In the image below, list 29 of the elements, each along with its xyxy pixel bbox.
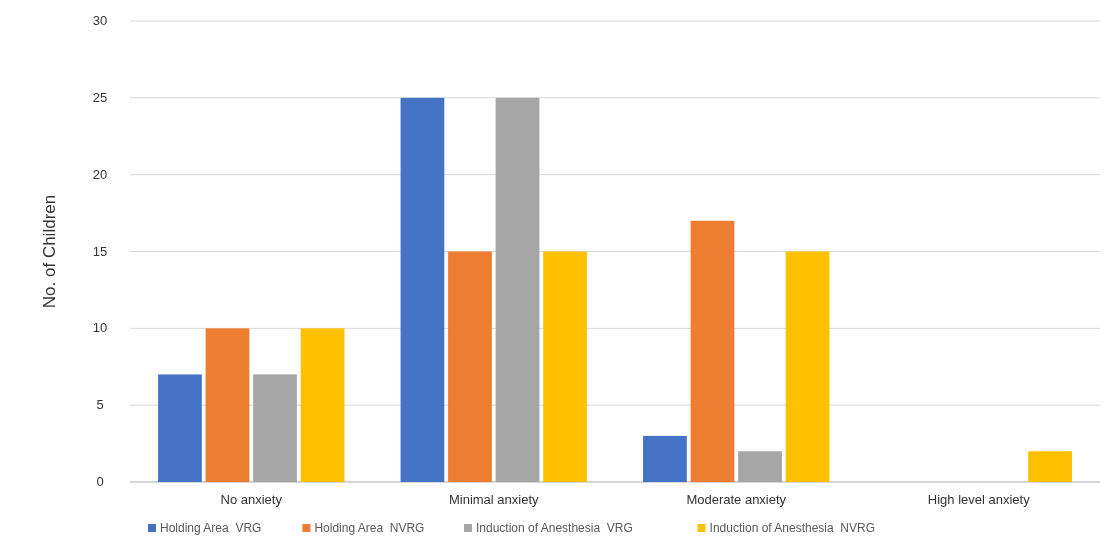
bar <box>1028 451 1072 482</box>
bar <box>543 251 587 482</box>
y-tick-label: 20 <box>92 166 108 182</box>
legend-label: Induction of Anesthesia VRG <box>476 521 633 535</box>
bar <box>690 220 735 482</box>
y-tick-label: 25 <box>92 89 108 105</box>
bar <box>643 435 687 482</box>
y-tick-label: 15 <box>92 243 108 259</box>
y-tick-label: 5 <box>96 397 104 413</box>
legend-label: Holding Area VRG <box>160 521 262 535</box>
y-tick-label: 10 <box>92 320 108 336</box>
bar <box>300 328 345 482</box>
x-tick-label: High level anxiety <box>927 492 1031 507</box>
x-tick-label: Minimal anxiety <box>448 492 540 507</box>
x-tick-label: No anxiety <box>220 492 283 507</box>
bar <box>400 97 445 482</box>
bar <box>205 328 250 482</box>
bar <box>738 451 782 482</box>
y-axis-title: No. of Children <box>40 194 59 309</box>
bar <box>253 374 297 482</box>
bar <box>448 251 492 482</box>
bar <box>785 251 830 482</box>
legend-label: Holding Area NVRG <box>314 521 425 535</box>
bar <box>495 97 540 482</box>
x-tick-label: Moderate anxiety <box>686 492 787 507</box>
y-tick-label: 0 <box>96 474 104 489</box>
y-tick-label: 30 <box>92 13 108 28</box>
legend-label: Induction of Anesthesia NVRG <box>709 521 876 535</box>
bar <box>158 374 202 482</box>
